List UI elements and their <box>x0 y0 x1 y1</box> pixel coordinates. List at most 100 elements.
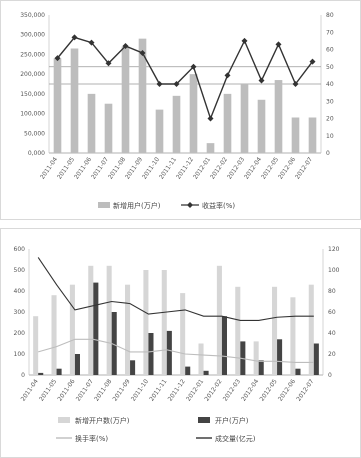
legend-label: 换手率(%) <box>75 434 108 443</box>
y-axis-left-tick-label: 200 <box>14 330 26 337</box>
y-axis-right-tick-label: 60 <box>326 47 334 54</box>
y-axis-right-tick-label: 100 <box>328 267 340 274</box>
bar <box>87 93 96 153</box>
line-point <box>122 43 129 50</box>
y-axis-left-tick-label: 50,000 <box>24 130 45 137</box>
bar <box>272 286 278 375</box>
bar <box>70 48 79 154</box>
bar <box>155 109 164 153</box>
y-axis-right-tick-label: 80 <box>328 288 336 295</box>
line-point <box>309 58 316 65</box>
y-axis-left-tick-label: 0 <box>21 372 25 379</box>
bar <box>185 366 191 375</box>
top-combo-chart: 350,000300,000250,000200,000150,000100,0… <box>20 12 334 210</box>
line-point <box>241 37 248 44</box>
line-point <box>105 60 112 67</box>
legend-swatch-bar <box>98 202 110 208</box>
top-chart-panel: 350,000 300,000 250,000 200,000 150,000 100,0… <box>0 0 361 220</box>
y-axis-right-tick-label: 20 <box>328 351 336 358</box>
y-axis-right-tick-label: 50 <box>326 64 334 71</box>
bar <box>180 293 186 375</box>
line-point <box>71 34 78 41</box>
series-line <box>56 36 314 121</box>
y-axis-right-tick-label: 0 <box>326 150 330 157</box>
bar <box>313 343 319 375</box>
legend-label: 新增开户数(万户) <box>75 416 130 425</box>
x-axis-category-label: 2012-07 <box>294 156 314 181</box>
line-point <box>224 72 231 79</box>
bar <box>308 117 317 153</box>
bar <box>198 343 204 375</box>
y-axis-right-tick-label: 0 <box>328 372 332 379</box>
bar <box>203 370 209 375</box>
line-point <box>139 49 146 56</box>
y-axis-left-tick-label: 600 <box>14 246 26 253</box>
bar <box>216 265 222 375</box>
bar <box>221 316 227 375</box>
line-point <box>207 115 214 122</box>
bar <box>166 330 172 375</box>
line-point <box>156 81 163 87</box>
legend-label: 新增用户(万户) <box>113 201 161 210</box>
bar <box>53 58 62 153</box>
bar <box>138 38 147 153</box>
y-axis-right-tick-label: 40 <box>326 81 334 88</box>
y-axis-left-tick-label: 200,000 <box>20 71 45 78</box>
y-axis-left-tick-label: 100,000 <box>20 111 45 118</box>
bar <box>74 354 80 375</box>
line-point <box>292 81 299 87</box>
y-axis-left-tick-label: 400 <box>14 288 26 295</box>
bar <box>38 372 44 375</box>
y-axis-right-tick-label: 70 <box>326 29 334 36</box>
bar <box>69 284 75 375</box>
x-axis-category-label: 2012-07 <box>295 378 315 403</box>
bar <box>277 339 283 375</box>
bar <box>56 368 62 375</box>
y-axis-left-tick-label: 300,000 <box>20 32 45 39</box>
y-axis-left-tick-label: 100 <box>14 351 26 358</box>
bar <box>88 265 94 375</box>
series-line <box>38 338 314 363</box>
line-point <box>173 81 180 87</box>
y-axis-left-tick-label: 150,000 <box>20 91 45 98</box>
bar <box>206 143 215 153</box>
bar <box>121 46 130 153</box>
line-point <box>88 39 95 46</box>
y-axis-right-tick-label: 80 <box>326 12 334 19</box>
y-axis-right-tick-label: 20 <box>326 116 334 123</box>
bar <box>130 360 136 375</box>
bar <box>143 270 149 375</box>
y-axis-left-tick-label: 0,000 <box>28 150 45 157</box>
bar <box>148 333 154 375</box>
line-point <box>54 55 61 62</box>
y-axis-right-tick-label: 10 <box>326 133 334 140</box>
legend-swatch-bar <box>58 417 70 423</box>
bottom-combo-chart: 60050040030020010001201008060402002011-0… <box>14 246 340 443</box>
bar <box>93 282 99 375</box>
legend-swatch-bar <box>198 417 210 423</box>
bar <box>308 284 314 375</box>
line-point <box>275 41 282 48</box>
y-axis-right-tick-label: 40 <box>328 330 336 337</box>
y-axis-left-tick-label: 350,000 <box>20 12 45 19</box>
bar <box>33 316 39 375</box>
bar <box>253 341 259 375</box>
bar <box>161 270 167 375</box>
legend-label: 开户(万户) <box>215 416 249 425</box>
y-axis-right-tick-label: 60 <box>328 309 336 316</box>
legend-swatch-marker <box>187 202 193 208</box>
bar <box>51 295 57 375</box>
y-axis-right-tick-label: 30 <box>326 98 334 105</box>
series-line <box>37 257 314 321</box>
bar <box>223 93 232 153</box>
bar <box>125 284 131 375</box>
bar <box>295 368 301 375</box>
y-axis-left-tick-label: 500 <box>14 267 26 274</box>
bottom-chart-panel: 600 500 400 300 200 100 0 120 100 80 60 40 20 0 2011-0… <box>0 228 361 458</box>
bar <box>257 99 266 153</box>
bar <box>291 117 300 153</box>
y-axis-right-tick-label: 120 <box>328 246 340 253</box>
bar <box>274 80 283 153</box>
legend-label: 收益率(%) <box>202 201 235 210</box>
bar <box>235 286 241 375</box>
